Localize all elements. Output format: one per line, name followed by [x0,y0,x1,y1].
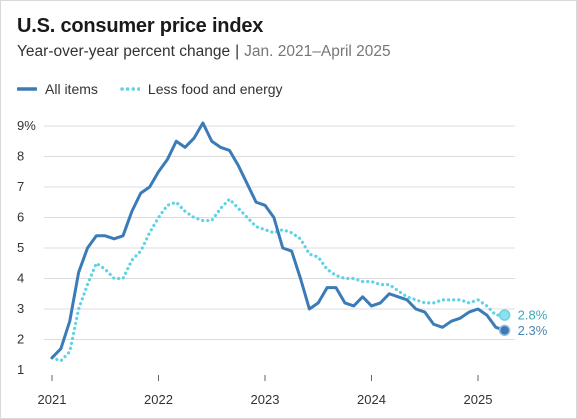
y-axis-ticks: 9% 8 7 6 5 4 3 2 1 [17,118,36,377]
series-line-core [50,197,507,363]
legend-swatch-all-items [17,87,37,91]
series-lines [50,121,507,363]
y-tick-label: 1 [17,362,24,377]
y-tick-label: 4 [17,271,24,286]
end-marker-core [498,309,511,321]
x-tick-label: 2025 [464,392,493,407]
x-tick-label: 2022 [144,392,173,407]
y-tick-label: 5 [17,240,24,255]
series-line-all-items [50,121,507,360]
end-marker-all-items [498,324,511,337]
x-tick-label: 2023 [251,392,280,407]
end-label-core: 2.8% [518,308,548,323]
grid-lines [44,125,515,340]
chart-title: U.S. consumer price index [17,15,264,37]
y-tick-label: 7 [17,179,24,194]
y-tick-label: 8 [17,149,24,164]
x-axis: 2021 2022 2023 2024 2025 [38,375,493,407]
y-tick-label: 3 [17,301,24,316]
y-tick-label: 2 [17,332,24,347]
x-tick-label: 2024 [357,392,386,407]
x-tick-label: 2021 [38,392,67,407]
legend-label-all-items: All items [45,81,98,97]
subtitle-text: Year-over-year percent change [17,43,231,60]
legend-item-core: Less food and energy [120,81,283,97]
subtitle-separator: | [235,43,240,60]
legend-item-all-items: All items [17,81,98,97]
legend-label-core: Less food and energy [147,81,283,97]
chart-subtitle: Year-over-year percent change | Jan. 2021–… [17,43,391,61]
end-labels: 2.8%2.3% [498,308,548,338]
legend: All items Less food and energy [17,80,305,98]
y-tick-label: 9% [17,118,36,133]
end-label-all-items: 2.3% [518,323,548,338]
subtitle-date-range: Jan. 2021–April 2025 [244,43,391,60]
y-tick-label: 6 [17,210,24,225]
